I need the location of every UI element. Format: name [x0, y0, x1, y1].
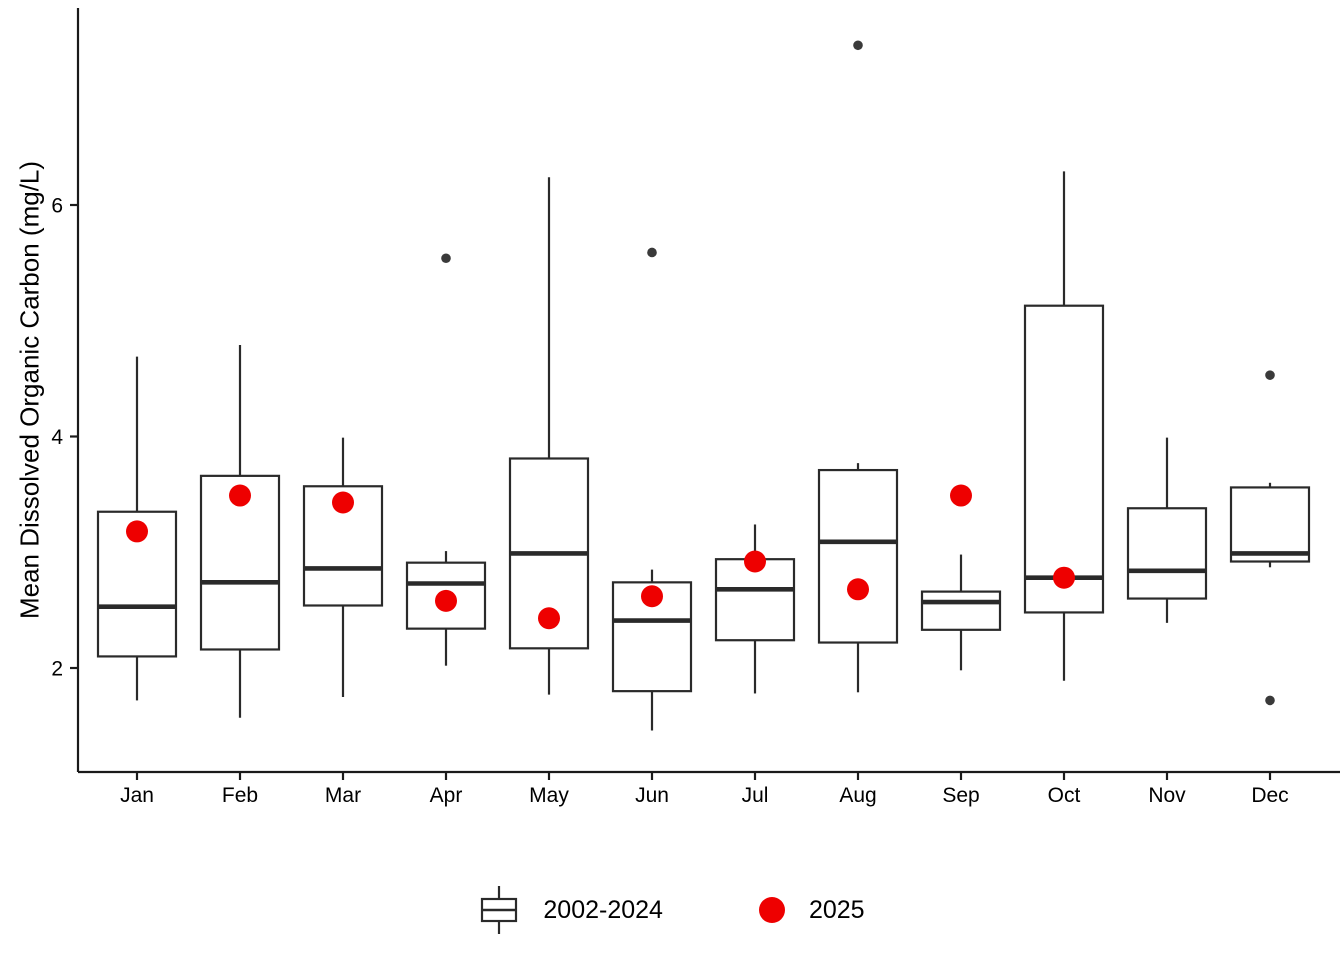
- x-tick-label: Jul: [742, 784, 769, 807]
- legend-label-2002-2024: 2002-2024: [543, 895, 663, 924]
- box-Apr: [405, 561, 487, 630]
- outlier-Aug-0: [853, 40, 863, 51]
- x-tick-label: Feb: [222, 784, 258, 807]
- legend-label-2025: 2025: [808, 895, 865, 924]
- box-Oct: [1023, 304, 1105, 614]
- x-tick-label: Oct: [1048, 784, 1081, 807]
- x-tick-label: Mar: [325, 784, 361, 807]
- y-tick-label: 4: [51, 426, 63, 449]
- y-tick-label: 2: [51, 658, 63, 681]
- x-tick-label: Jun: [635, 784, 669, 807]
- x-tick-label: Jan: [120, 784, 154, 807]
- x-tick-label: Aug: [839, 784, 876, 807]
- box-Jul: [714, 558, 796, 642]
- x-tick-label: Dec: [1251, 784, 1288, 807]
- box-Nov: [1126, 507, 1208, 600]
- outlier-Apr-0: [441, 253, 451, 264]
- outlier-Dec-0: [1265, 370, 1275, 380]
- dot-2025-Aug: [847, 578, 869, 601]
- outlier-Jun-0: [647, 247, 657, 258]
- box-Dec: [1229, 486, 1311, 563]
- legend-item-2025: 2025: [758, 895, 865, 925]
- red-dot-icon: [758, 897, 785, 923]
- plot-svg: 2 4 6 Jan Feb Mar Apr May Jun Jul Aug Sep Oct Nov Dec: [51, 8, 1340, 807]
- legend: 2002-2024 2025: [0, 878, 1344, 942]
- dot-2025-Jan: [126, 520, 148, 543]
- outlier-Dec-1: [1265, 695, 1275, 706]
- y-tick-label: 6: [51, 195, 63, 218]
- dot-2025-May: [538, 607, 560, 630]
- box-Aug: [817, 468, 899, 644]
- dot-2025-Apr: [435, 589, 457, 612]
- x-tick-label: Nov: [1148, 784, 1186, 807]
- dot-2025-Sep: [950, 484, 972, 507]
- boxplot-glyph-icon: [481, 886, 518, 934]
- legend-item-2002-2024: 2002-2024: [479, 882, 663, 938]
- dot-2025-Feb: [229, 484, 251, 507]
- dot-2025-Jun: [641, 585, 663, 608]
- x-tick-label: May: [529, 784, 569, 807]
- dot-2025-Jul: [744, 550, 766, 573]
- dot-2025-Mar: [332, 491, 354, 514]
- x-tick-label: Sep: [942, 784, 979, 807]
- box-Sep: [920, 590, 1002, 631]
- x-tick-label: Apr: [430, 784, 463, 807]
- dot-2025-Oct: [1053, 566, 1075, 589]
